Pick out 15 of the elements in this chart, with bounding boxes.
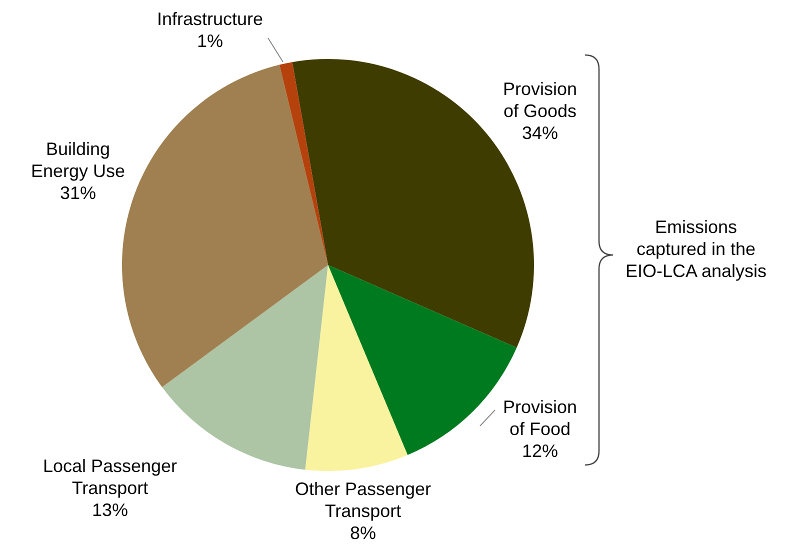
data-label: 8% (350, 523, 376, 543)
data-label: 34% (522, 123, 558, 143)
data-label: 31% (60, 183, 96, 203)
slice-label: Other Passenger Transport (294, 479, 432, 521)
slice-label: Local Passenger Transport (42, 456, 178, 498)
slice-label: Provision of Food (502, 397, 578, 439)
slice-label: Provision of Goods (502, 79, 578, 121)
pie-slice (279, 62, 328, 265)
data-label: 1% (196, 31, 224, 51)
data-label: 12% (522, 441, 558, 461)
pie-slice (305, 265, 408, 471)
text: Emissions captured in the EIO-LCA analysis (625, 217, 767, 281)
slice-label: Infrastructure (156, 9, 264, 29)
slice-label: Building Energy Use (30, 139, 126, 181)
data-label: 13% (92, 500, 128, 520)
